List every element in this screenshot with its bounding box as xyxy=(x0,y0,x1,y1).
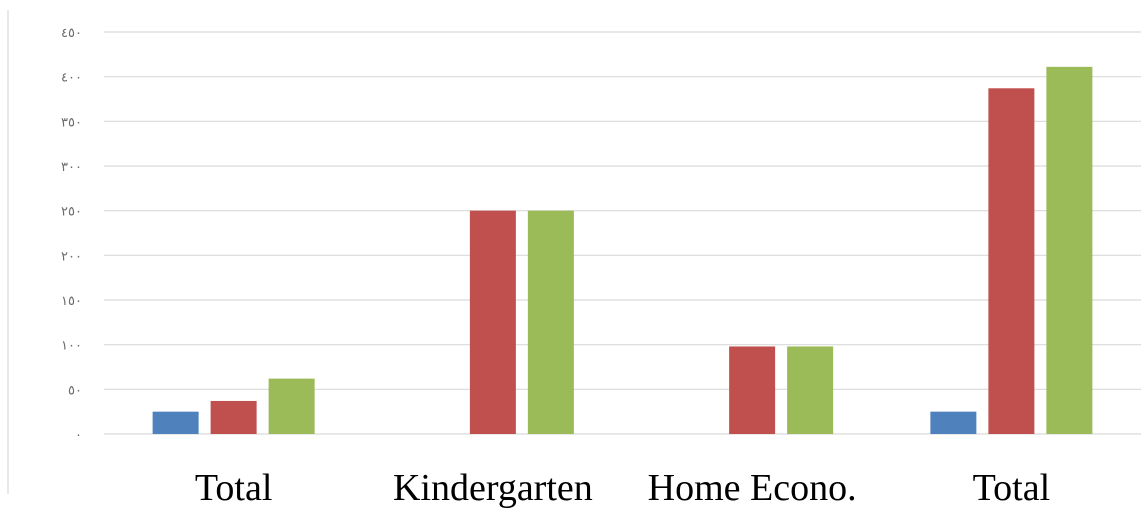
y-tick-label: ٤٥٠ xyxy=(61,26,82,41)
bar-series-2-total xyxy=(988,88,1035,434)
y-axis-tick-labels: ٠ ٥٠ ١٠٠ ١٥٠ ٢٠٠ ٢٥٠ ٣٠٠ ٣٥٠ ٤٠٠ ٤٥٠ xyxy=(61,26,82,443)
category-label: Home Econo. xyxy=(648,467,857,509)
y-tick-label: ٥٠ xyxy=(68,383,82,398)
bar-series-2-kindergarten xyxy=(469,210,516,434)
bar-series-2-home-econo- xyxy=(729,346,776,434)
category-label: Total xyxy=(195,467,273,509)
bar-series-2-total xyxy=(210,400,257,434)
y-tick-label: ٣٥٠ xyxy=(61,115,82,130)
y-tick-label: ٢٠٠ xyxy=(61,249,82,264)
y-tick-label: ٢٥٠ xyxy=(61,205,82,220)
y-tick-label: ٠ xyxy=(75,428,82,443)
bar-series-1-total xyxy=(152,411,199,434)
bar-series-1-total xyxy=(930,411,977,434)
bar-series-3-total xyxy=(1046,66,1093,434)
bar-series-3-total xyxy=(268,378,315,434)
category-label: Kindergarten xyxy=(393,467,593,509)
y-tick-label: ٣٠٠ xyxy=(61,160,82,175)
y-tick-label: ١٥٠ xyxy=(61,294,82,309)
x-axis-category-labels: Total Kindergarten Home Econo. Total xyxy=(195,467,1050,509)
gridlines xyxy=(104,31,1141,435)
bar-series-3-kindergarten xyxy=(527,210,574,434)
bar-series-3-home-econo- xyxy=(787,346,834,434)
y-tick-label: ١٠٠ xyxy=(61,339,82,354)
category-label: Total xyxy=(973,467,1051,509)
y-tick-label: ٤٠٠ xyxy=(61,71,82,86)
bars xyxy=(152,66,1093,434)
